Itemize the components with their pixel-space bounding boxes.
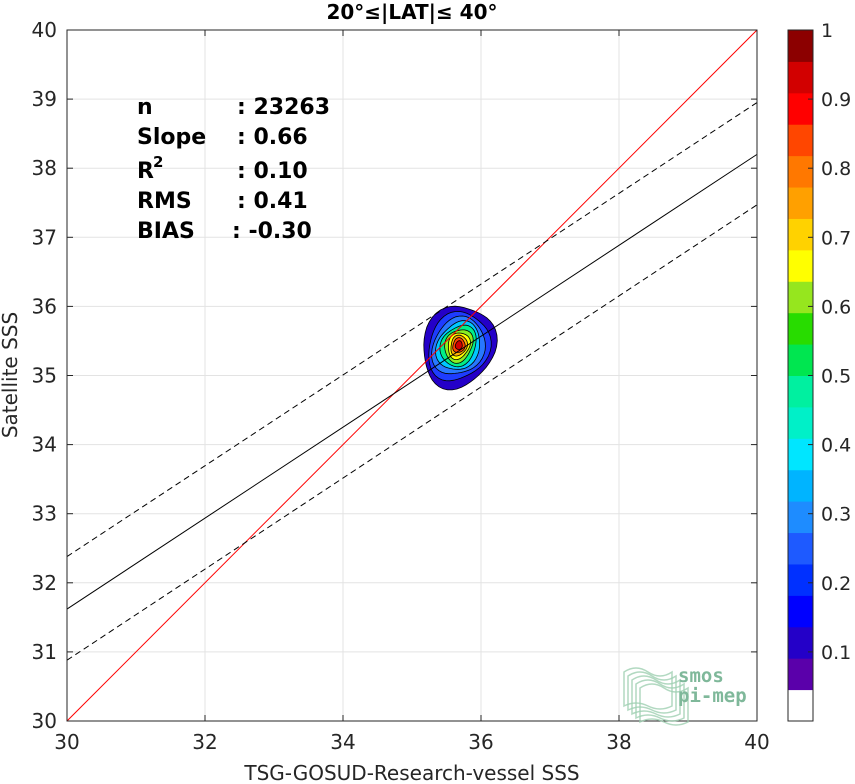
x-tick-label: 36: [468, 730, 493, 754]
y-tick-label: 33: [32, 502, 57, 526]
y-axis-title: Satellite SSS: [0, 312, 22, 438]
colorbar-segment: [788, 375, 813, 408]
colorbar-tick-label: 0.1: [821, 642, 851, 664]
stat-name: BIAS: [137, 219, 195, 244]
y-tick-label: 40: [32, 18, 57, 42]
stat-name: Slope: [137, 125, 206, 150]
logo-wave: [627, 671, 677, 714]
colorbar-tick-label: 0.8: [821, 158, 851, 180]
colorbar-segment: [788, 61, 813, 94]
line-regression-: [66, 102, 758, 557]
axis-ticks: 30 32 34 36 38 40 30 31 32 33 34 35 36 37 38 39 40: [32, 18, 770, 754]
colorbar-segment: [788, 344, 813, 376]
y-tick-label: 38: [32, 156, 57, 180]
colorbar-segment: [788, 312, 813, 345]
colorbar-segment: [788, 532, 813, 565]
density-contour-level: [454, 340, 463, 350]
line-regression-: [66, 204, 758, 661]
stat-name: RMS: [137, 189, 192, 214]
x-tick-label: 40: [744, 730, 769, 754]
stats-box: n : 23263 Slope : 0.66 R 2 : 0.10 RMS : 0.41 BIAS…: [137, 95, 330, 244]
colorbar-segment: [788, 689, 813, 722]
colorbar-segment: [788, 281, 813, 314]
logo-wave: [623, 667, 673, 710]
y-tick-label: 34: [32, 433, 57, 457]
colorbar-segment: [788, 469, 813, 502]
x-tick-label: 32: [192, 730, 217, 754]
colorbar-segment: [788, 187, 813, 219]
x-tick-label: 30: [54, 730, 79, 754]
chart-title: 20°≤|LAT|≤ 40°: [326, 0, 497, 24]
x-axis-title: TSG-GOSUD-Research-vessel SSS: [243, 761, 579, 784]
stat-value: : 23263: [237, 95, 330, 120]
colorbar-tick-label: 1: [821, 20, 833, 42]
stat-name: R: [137, 159, 154, 184]
colorbar-segment: [788, 595, 813, 628]
y-tick-label: 32: [32, 571, 57, 595]
fit-lines: [66, 29, 758, 722]
line-1-1: [66, 29, 758, 722]
y-tick-label: 37: [32, 225, 57, 249]
colorbar-tick-label: 0.5: [821, 366, 851, 388]
colorbar-tick-label: 0.2: [821, 573, 851, 595]
colorbar: 0.1 0.2 0.3 0.4 0.5 0.6 0.7 0.8 0.9 1: [787, 20, 851, 722]
stat-value: : -0.30: [232, 219, 312, 244]
y-tick-label: 31: [32, 640, 57, 664]
colorbar-tick-label: 0.6: [821, 296, 851, 318]
colorbar-tick-label: 0.4: [821, 435, 851, 457]
colorbar-segment: [788, 155, 813, 188]
y-tick-label: 30: [32, 709, 57, 733]
logo-line1: smos: [678, 665, 724, 687]
stat-name: n: [137, 95, 153, 120]
colorbar-segment: [788, 658, 813, 691]
colorbar-segment: [788, 249, 813, 282]
colorbar-segment: [788, 218, 813, 251]
logo-wave: [631, 675, 681, 718]
colorbar-segment: [788, 124, 813, 157]
x-tick-label: 38: [606, 730, 631, 754]
colorbar-segment: [788, 30, 813, 62]
y-tick-label: 36: [32, 294, 57, 318]
colorbar-segment: [788, 626, 813, 659]
logo-wave: [639, 683, 689, 726]
stat-value: : 0.66: [237, 125, 308, 150]
colorbar-tick-label: 0.7: [821, 227, 851, 249]
logo-line2: pi-mep: [678, 685, 747, 707]
colorbar-segment: [788, 406, 813, 439]
colorbar-tick-label: 0.3: [821, 504, 851, 526]
y-tick-label: 35: [32, 364, 57, 388]
colorbar-segment: [788, 92, 813, 125]
colorbar-tick-label: 0.9: [821, 89, 851, 111]
density-contours: [423, 305, 498, 391]
colorbar-segment: [788, 438, 813, 471]
colorbar-segment: [788, 563, 813, 596]
colorbar-segment: [788, 501, 813, 534]
logo-wave: [635, 679, 685, 722]
stat-value: : 0.10: [237, 159, 308, 184]
line-regression: [66, 153, 758, 610]
stat-value: : 0.41: [237, 189, 308, 214]
x-tick-label: 34: [330, 730, 355, 754]
stat-superscript: 2: [153, 153, 163, 171]
y-tick-label: 39: [32, 87, 57, 111]
